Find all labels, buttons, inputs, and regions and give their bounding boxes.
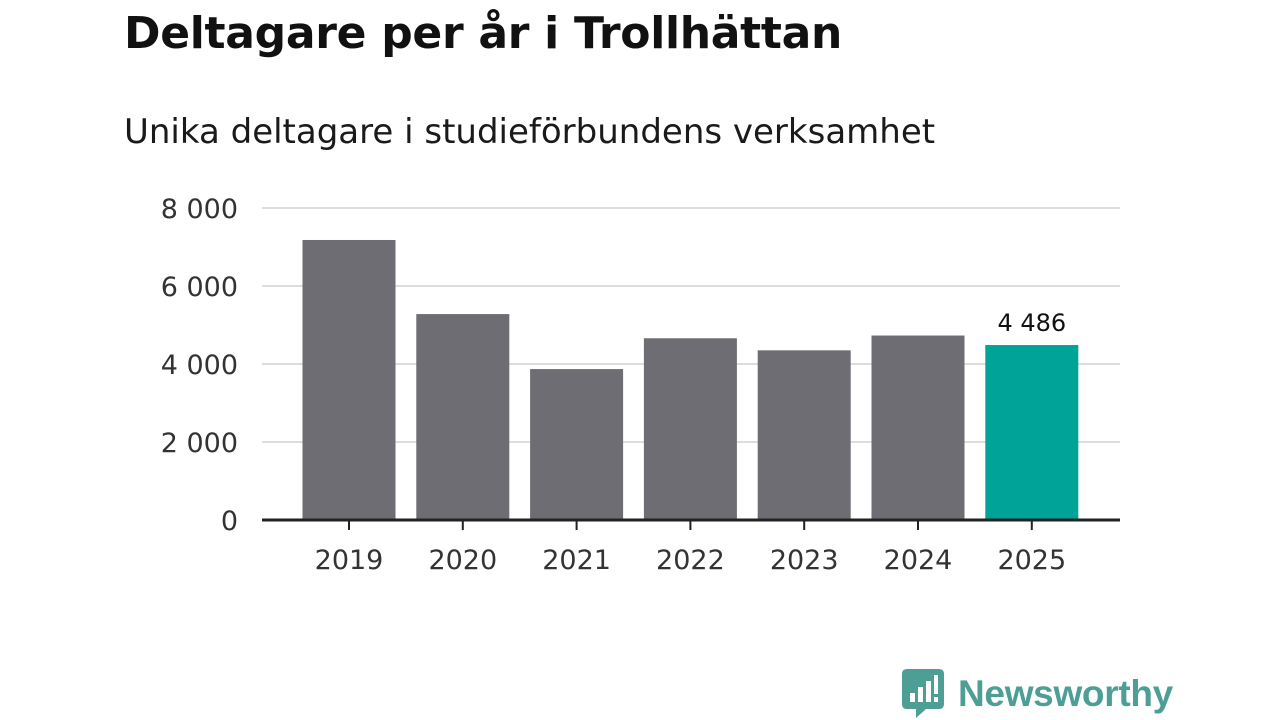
y-tick-label: 2 000 bbox=[161, 428, 238, 459]
newsworthy-logo-icon bbox=[902, 669, 944, 718]
chart-title: Deltagare per år i Trollhättan bbox=[124, 8, 843, 59]
y-tick-label: 8 000 bbox=[161, 194, 238, 225]
bars bbox=[302, 239, 1079, 521]
bar-2020 bbox=[416, 314, 510, 520]
x-tick-label: 2023 bbox=[770, 545, 839, 576]
bar-2019 bbox=[302, 239, 396, 521]
brand-logo: Newsworthy bbox=[902, 669, 1173, 719]
y-tick-label: 0 bbox=[221, 506, 238, 537]
x-tick-label: 2020 bbox=[428, 545, 497, 576]
chart-subtitle: Unika deltagare i studieförbundens verks… bbox=[124, 112, 936, 152]
bar-2025 bbox=[985, 345, 1079, 520]
x-tick-label: 2019 bbox=[315, 545, 384, 576]
data-label-2025: 4 486 bbox=[997, 309, 1066, 337]
labels: 0 2 000 4 000 6 000 8 000 2019 2020 2021 2022 202… bbox=[161, 194, 1066, 576]
bar-2024 bbox=[871, 335, 965, 520]
x-tick-label: 2022 bbox=[656, 545, 725, 576]
y-tick-label: 4 000 bbox=[161, 350, 238, 381]
x-tick-label: 2025 bbox=[997, 545, 1066, 576]
x-tick-label: 2024 bbox=[884, 545, 953, 576]
brand-name: Newsworthy bbox=[958, 673, 1173, 714]
bar-2023 bbox=[757, 350, 851, 520]
bar-2022 bbox=[643, 338, 737, 520]
bar-2021 bbox=[530, 369, 624, 520]
x-tick-label: 2021 bbox=[542, 545, 611, 576]
x-axis bbox=[262, 518, 1120, 530]
y-tick-label: 6 000 bbox=[161, 272, 238, 303]
